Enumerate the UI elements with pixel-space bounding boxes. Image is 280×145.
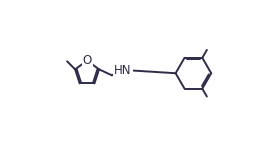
Text: O: O bbox=[82, 54, 92, 67]
Text: HN: HN bbox=[114, 64, 131, 77]
